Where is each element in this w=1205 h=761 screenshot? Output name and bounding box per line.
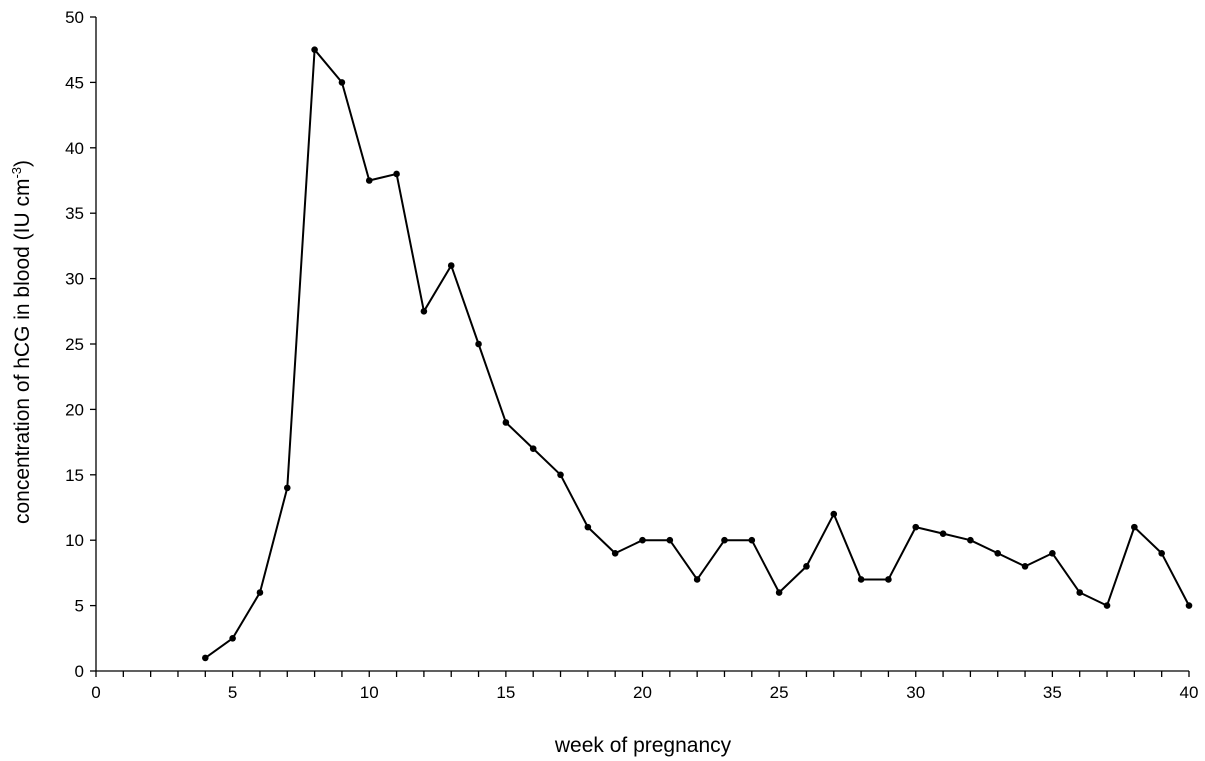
x-tick-label: 40: [1180, 683, 1199, 702]
y-tick-label: 0: [75, 662, 84, 681]
data-point: [994, 549, 1002, 557]
data-point: [529, 445, 537, 452]
y-tick-label: 10: [65, 531, 84, 550]
data-point: [857, 576, 865, 583]
data-point: [830, 510, 838, 518]
data-point: [967, 536, 974, 544]
x-axis-label: week of pregnancy: [554, 734, 732, 757]
y-axis-label-suffix: ): [11, 160, 34, 167]
data-point: [693, 576, 701, 583]
y-axis-label: concentration of hCG in blood (IU cm-3): [9, 160, 34, 524]
data-point: [202, 654, 209, 662]
data-point: [1021, 563, 1029, 570]
data-point: [420, 308, 428, 315]
data-point: [912, 523, 920, 531]
y-tick-label: 40: [65, 139, 84, 158]
y-tick-label: 15: [65, 466, 84, 485]
y-axis-label-text: concentration of hCG in blood (IU cm: [11, 179, 34, 525]
y-tick-label: 45: [65, 73, 84, 92]
x-tick-label: 10: [360, 683, 379, 702]
data-point: [1158, 549, 1165, 557]
y-tick-label: 50: [65, 8, 84, 27]
data-point: [666, 536, 674, 544]
data-point: [775, 589, 783, 596]
data-point: [447, 262, 455, 269]
data-point: [283, 484, 291, 492]
data-point: [229, 635, 236, 642]
data-point: [311, 46, 318, 53]
data-point: [1103, 602, 1111, 609]
data-point: [1185, 602, 1193, 609]
data-point: [584, 523, 592, 531]
x-tick-label: 20: [633, 683, 652, 702]
data-point: [1076, 589, 1083, 596]
x-tick-label: 0: [91, 683, 100, 702]
y-tick-label: 35: [65, 204, 84, 223]
data-point: [338, 79, 346, 86]
axes: 0 5 10 15 20 25 30 35 40 45 50 0 5 10 15 20 25 30 35 40: [65, 8, 1198, 702]
data-point: [475, 340, 482, 348]
plot-area: [202, 46, 1193, 662]
series-line: [204, 48, 1190, 659]
y-tick-label: 25: [65, 335, 84, 354]
x-tick-label: 15: [496, 683, 515, 702]
data-point: [1131, 523, 1138, 531]
data-point: [502, 419, 510, 426]
x-tick-label: 5: [228, 683, 237, 702]
data-point: [748, 536, 756, 544]
y-tick-label: 5: [75, 597, 84, 616]
data-point: [611, 549, 619, 557]
data-point: [639, 536, 646, 544]
data-point: [393, 170, 400, 178]
data-point: [557, 471, 564, 479]
data-point: [885, 576, 892, 583]
y-axis-label-superscript: -3: [9, 167, 24, 179]
data-point: [939, 530, 947, 537]
y-tick-label: 30: [65, 270, 84, 289]
data-point: [803, 563, 810, 570]
x-tick-label: 30: [906, 683, 925, 702]
y-tick-label: 20: [65, 400, 84, 419]
data-point: [365, 177, 373, 184]
data-point: [256, 589, 264, 596]
x-tick-label: 35: [1043, 683, 1062, 702]
data-point: [721, 536, 728, 544]
data-point: [1049, 549, 1056, 557]
x-tick-label: 25: [770, 683, 789, 702]
